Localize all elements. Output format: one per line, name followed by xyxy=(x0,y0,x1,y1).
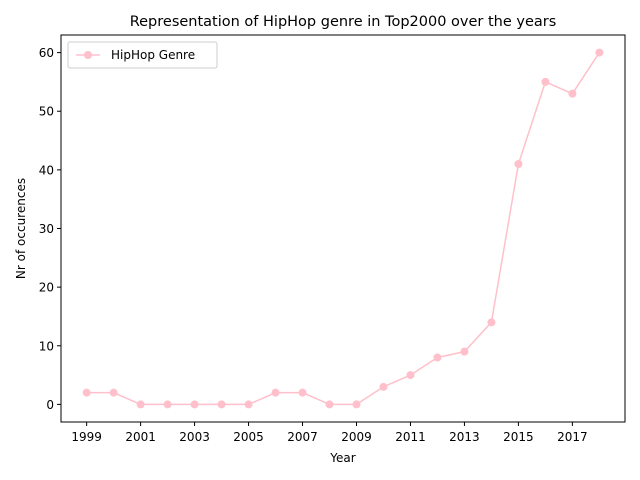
x-tick-label: 2007 xyxy=(287,430,318,444)
data-point xyxy=(460,347,469,356)
legend-box xyxy=(67,41,218,69)
data-point xyxy=(595,48,604,57)
y-tick-label: 10 xyxy=(39,339,54,353)
x-axis-title: Year xyxy=(329,451,355,465)
data-point xyxy=(568,89,577,98)
data-point xyxy=(298,388,307,397)
x-tick-label: 2011 xyxy=(395,430,426,444)
data-point xyxy=(190,400,199,409)
x-tick-label: 2003 xyxy=(179,430,210,444)
y-tick-label: 50 xyxy=(39,105,54,119)
y-tick-label: 20 xyxy=(39,281,54,295)
data-point xyxy=(352,400,361,409)
data-point xyxy=(325,400,334,409)
data-point xyxy=(487,318,496,327)
data-point xyxy=(163,400,172,409)
y-tick-label: 40 xyxy=(39,163,54,177)
series-line xyxy=(86,52,600,406)
data-point xyxy=(541,77,550,86)
data-point xyxy=(514,160,523,168)
data-point xyxy=(136,400,145,409)
legend-label: HipHop Genre xyxy=(111,48,195,62)
data-point xyxy=(406,371,415,380)
x-tick-label: 1999 xyxy=(71,430,102,444)
data-point xyxy=(433,353,442,362)
x-tick-label: 2005 xyxy=(233,430,264,444)
plot-area xyxy=(82,48,604,409)
legend: HipHop Genre xyxy=(67,41,218,69)
x-tick-label: 2001 xyxy=(125,430,156,444)
data-point xyxy=(217,400,226,409)
x-tick-label: 2013 xyxy=(449,430,480,444)
axes-frame xyxy=(60,34,626,423)
data-point xyxy=(379,382,388,391)
data-point xyxy=(109,388,118,397)
y-tick-label: 60 xyxy=(39,46,54,60)
data-point xyxy=(82,388,91,397)
y-axis-title: Nr of occurences xyxy=(14,178,28,279)
x-tick-label: 2015 xyxy=(503,430,534,444)
chart-title: Representation of HipHop genre in Top200… xyxy=(130,14,557,30)
y-tick-label: 30 xyxy=(39,222,54,236)
x-axis: 1999 2001 2003 2005 2007 2009 2011 2013 2015 2017 xyxy=(71,422,588,444)
x-tick-label: 2009 xyxy=(341,430,372,444)
legend-marker xyxy=(84,51,92,59)
y-axis: 0 10 20 30 40 50 60 xyxy=(39,46,61,412)
data-point xyxy=(244,400,253,409)
x-tick-label: 2017 xyxy=(557,430,588,444)
y-tick-label: 0 xyxy=(46,398,54,412)
data-point xyxy=(271,388,280,397)
